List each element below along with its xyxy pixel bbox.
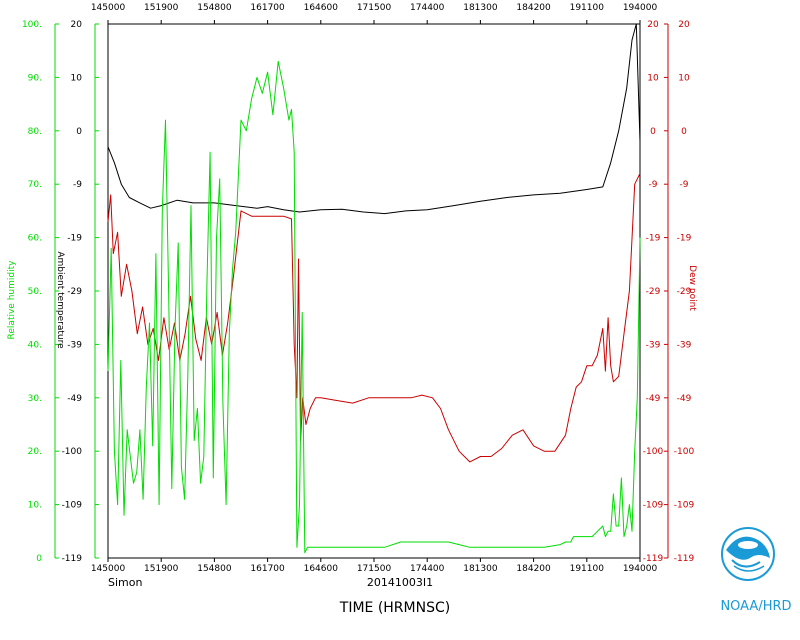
relative_humidity-series-line (107, 60, 641, 554)
x-tick-label-top: 145000 (91, 3, 126, 13)
x-tick-label-top: 151900 (144, 3, 179, 13)
x-tick-label-bottom: 151900 (144, 564, 179, 574)
dew-tick-label-inner: -29 (646, 287, 661, 297)
dew-tick-label-inner: -9 (649, 180, 658, 190)
temp-tick-label: -9 (73, 180, 82, 190)
rh-tick-label: 20. (28, 447, 42, 457)
dew-tick-label-inner: -19 (646, 234, 661, 244)
rh-tick-label: 10. (28, 501, 42, 511)
x-tick-label-top: 174400 (410, 3, 445, 13)
x-tick-label-bottom: 191100 (570, 564, 605, 574)
x-tick-label-top: 164600 (304, 3, 339, 13)
dew-tick-label: -119 (674, 554, 695, 564)
temp-tick-label: -49 (67, 394, 82, 404)
x-tick-label-top: 184200 (516, 3, 551, 13)
dew-tick-label-inner: 0 (650, 127, 656, 137)
dew-tick-label: -9 (680, 180, 689, 190)
dew_point-series-line (107, 173, 641, 463)
dew-tick-label: -49 (677, 394, 692, 404)
dew-tick-label: 0 (681, 127, 687, 137)
x-tick-label-bottom: 145000 (91, 564, 126, 574)
x-tick-label-bottom: 154800 (197, 564, 232, 574)
x-tick-label-top: 161700 (250, 3, 285, 13)
rh-axis-label: Relative humidity (7, 260, 17, 340)
tick-layer: 145000 145000 151900 151900 154800 154800 1617… (22, 3, 695, 574)
dew-tick-label: -39 (677, 340, 692, 350)
x-tick-label-bottom: 194000 (623, 564, 658, 574)
x-tick-label-bottom: 184200 (516, 564, 551, 574)
rh-tick-label: 90. (28, 73, 42, 83)
series-layer (107, 23, 641, 554)
temp-tick-label: 0 (76, 127, 82, 137)
storm-name: Simon (108, 576, 142, 589)
dew-tick-label: 20 (678, 20, 690, 30)
rh-tick-label: 50. (28, 287, 42, 297)
plot-frame (107, 23, 641, 559)
x-tick-label-bottom: 171500 (357, 564, 392, 574)
rh-tick-label: 60. (28, 234, 42, 244)
dew-tick-label: -100 (674, 447, 695, 457)
dew-tick-label-inner: 20 (647, 20, 659, 30)
temp-tick-label: -100 (62, 447, 83, 457)
dew-tick-label-inner: -119 (643, 554, 664, 564)
noaa-logo-icon (721, 527, 775, 581)
date-label: 20141003I1 (367, 576, 433, 589)
noaa-hrd-credit: NOAA/HRD (720, 599, 791, 614)
x-tick-label-top: 191100 (570, 3, 605, 13)
temp-tick-label: 10 (71, 73, 83, 83)
x-tick-label-top: 154800 (197, 3, 232, 13)
dew-tick-label-inner: -49 (646, 394, 661, 404)
rh-tick-label: 30. (28, 394, 42, 404)
dew-axis-label: Dew point (687, 265, 697, 311)
temp-tick-label: -119 (62, 554, 83, 564)
rh-tick-label: 80. (28, 127, 42, 137)
x-axis-title: TIME (HRMNSC) (339, 600, 450, 616)
dew-tick-label: -109 (674, 501, 695, 511)
temp-tick-label: -19 (67, 234, 82, 244)
x-tick-label-bottom: 161700 (250, 564, 285, 574)
temp-tick-label: -29 (67, 287, 82, 297)
dew-tick-label: -19 (677, 234, 692, 244)
temp-tick-label: -39 (67, 340, 82, 350)
x-tick-label-bottom: 164600 (304, 564, 339, 574)
temp-tick-label: -109 (62, 501, 83, 511)
dew-tick-label: -29 (677, 287, 692, 297)
temperature-series-line (107, 23, 641, 215)
x-tick-label-top: 194000 (623, 3, 658, 13)
temp-tick-label: 20 (71, 20, 83, 30)
rh-tick-label: 40. (28, 340, 42, 350)
dew-tick-label: 10 (678, 73, 690, 83)
rh-tick-label: 0 (36, 554, 42, 564)
temp-axis-label: Ambient temperature (55, 251, 65, 349)
x-tick-label-top: 171500 (357, 3, 392, 13)
dew-tick-label-inner: -100 (643, 447, 664, 457)
x-tick-label-bottom: 174400 (410, 564, 445, 574)
dew-tick-label-inner: -109 (643, 501, 664, 511)
dew-tick-label-inner: 10 (647, 73, 659, 83)
rh-tick-label: 70. (28, 180, 42, 190)
rh-tick-label: 100. (22, 20, 42, 30)
x-tick-label-bottom: 181300 (463, 564, 498, 574)
x-tick-label-top: 181300 (463, 3, 498, 13)
dew-tick-label-inner: -39 (646, 340, 661, 350)
